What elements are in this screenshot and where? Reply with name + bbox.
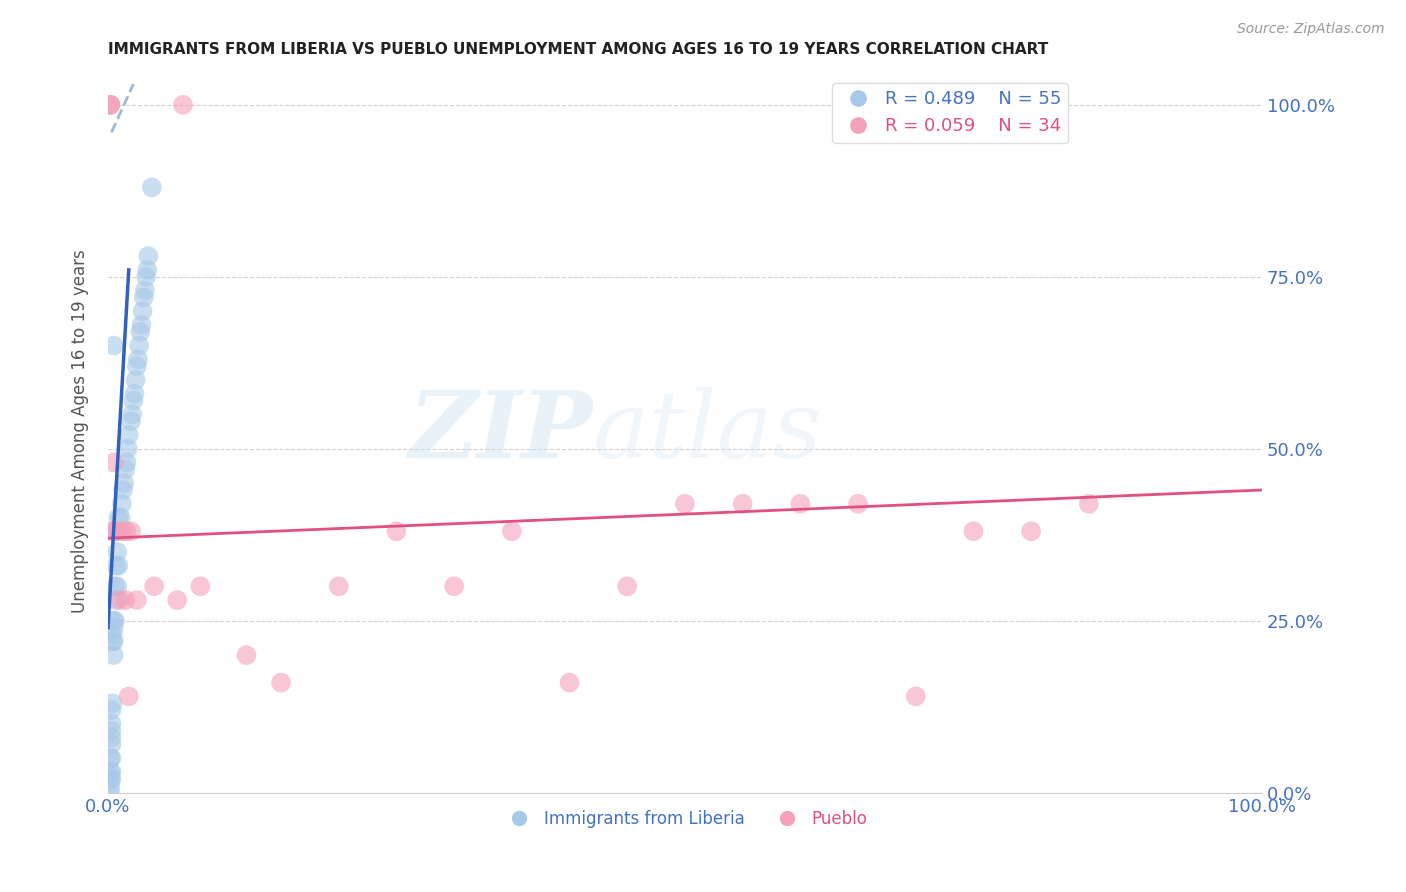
Point [105,524,128,539]
Point [115,524,138,539]
Point [100,772,122,786]
Point [172,98,194,112]
Point [120,414,142,428]
Point [235,648,257,662]
Point [131,304,153,318]
Point [112,476,135,491]
Point [98,786,121,800]
Point [141,180,163,194]
Point [118,428,141,442]
Point [111,524,134,539]
Point [103,614,125,628]
Point [107,510,129,524]
Point [125,359,148,374]
Point [100,738,122,752]
Point [134,284,156,298]
Point [98,772,121,786]
Point [103,648,125,662]
Point [846,497,869,511]
Point [105,545,128,559]
Point [105,558,128,573]
Point [616,579,638,593]
Point [120,524,142,539]
Legend: Immigrants from Liberia, Pueblo: Immigrants from Liberia, Pueblo [496,804,875,835]
Point [125,373,148,387]
Point [110,510,132,524]
Point [125,593,148,607]
Point [731,497,754,511]
Point [135,269,157,284]
Point [132,290,155,304]
Point [128,338,150,352]
Text: ZIP: ZIP [408,386,593,476]
Point [143,579,166,593]
Point [385,524,408,539]
Text: atlas: atlas [593,386,823,476]
Point [114,593,136,607]
Point [270,675,292,690]
Point [962,524,984,539]
Point [904,690,927,704]
Point [443,579,465,593]
Point [98,764,121,779]
Point [103,338,125,352]
Point [101,634,124,648]
Point [114,462,136,476]
Point [1019,524,1042,539]
Point [105,579,128,593]
Point [101,627,124,641]
Point [103,455,125,469]
Point [111,497,134,511]
Point [501,524,523,539]
Point [107,558,129,573]
Point [122,393,145,408]
Point [100,751,122,765]
Point [98,98,121,112]
Point [188,579,211,593]
Point [98,98,121,112]
Point [105,593,128,607]
Point [100,524,122,539]
Point [121,408,143,422]
Point [101,696,124,710]
Point [131,318,153,332]
Point [129,325,152,339]
Point [104,579,127,593]
Point [100,717,122,731]
Point [117,442,139,456]
Point [789,497,811,511]
Point [111,483,134,497]
Point [673,497,696,511]
Point [166,593,188,607]
Point [115,455,138,469]
Point [103,621,125,635]
Point [138,249,160,263]
Point [98,751,121,765]
Point [136,263,159,277]
Point [1077,497,1099,511]
Point [124,386,146,401]
Point [100,703,122,717]
Point [108,524,131,539]
Point [103,634,125,648]
Point [100,723,122,738]
Point [98,98,121,112]
Point [328,579,350,593]
Point [104,614,127,628]
Point [558,675,581,690]
Point [118,690,141,704]
Y-axis label: Unemployment Among Ages 16 to 19 years: Unemployment Among Ages 16 to 19 years [72,250,89,614]
Point [100,764,122,779]
Point [98,779,121,793]
Point [127,352,149,367]
Point [104,524,127,539]
Point [108,593,131,607]
Text: IMMIGRANTS FROM LIBERIA VS PUEBLO UNEMPLOYMENT AMONG AGES 16 TO 19 YEARS CORRELA: IMMIGRANTS FROM LIBERIA VS PUEBLO UNEMPL… [108,42,1049,57]
Text: Source: ZipAtlas.com: Source: ZipAtlas.com [1237,22,1385,37]
Point [100,731,122,745]
